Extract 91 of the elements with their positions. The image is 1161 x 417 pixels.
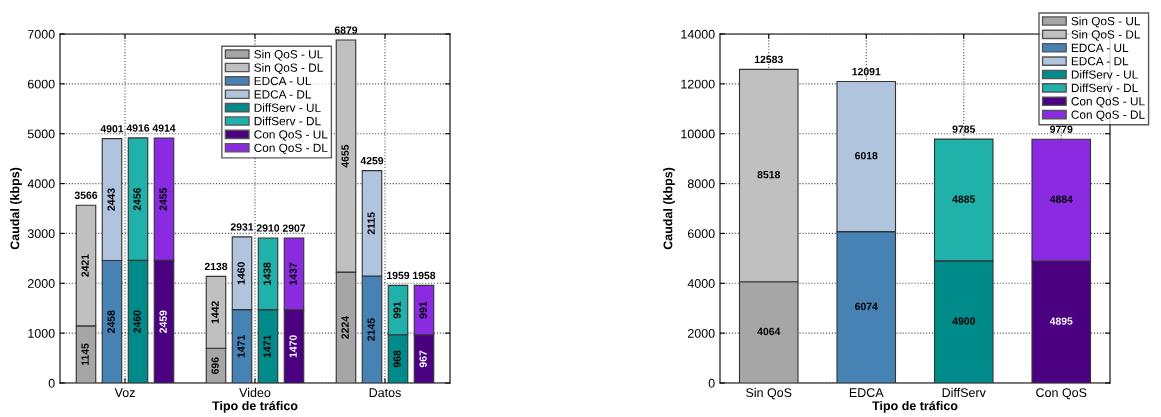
total-label: 6879 [334, 26, 358, 34]
data-label: 1471 [237, 335, 245, 358]
x-axis-title: Tipo de tráfico [212, 400, 298, 413]
legend-label: DiffServ - DL [1071, 83, 1138, 93]
total-label: 4916 [126, 124, 150, 132]
total-label: 12583 [754, 55, 783, 64]
y-tick-label: 4000 [27, 179, 55, 189]
x-tick-label: Con QoS [1036, 388, 1087, 400]
data-label: 6018 [855, 151, 878, 160]
data-label: 2115 [367, 212, 375, 235]
legend-label: EDCA - UL [1071, 43, 1129, 53]
total-label: 4914 [152, 124, 176, 132]
x-tick-label: Sin QoS [746, 387, 792, 400]
total-label: 2931 [230, 223, 254, 231]
legend-label: Con QoS - UL [254, 130, 328, 141]
data-label: 2224 [341, 316, 349, 339]
legend-label: DiffServ - DL [254, 116, 321, 126]
y-tick-label: 8000 [687, 179, 715, 189]
y-axis-title: Caudal (kbps) [10, 167, 22, 250]
x-tick-label: Video [239, 387, 271, 398]
legend-label: Con QoS - DL [1071, 110, 1145, 121]
data-label: 967 [419, 350, 427, 368]
y-tick-label: 0 [708, 378, 715, 388]
total-label: 1958 [413, 271, 436, 280]
data-label: 991 [393, 301, 401, 319]
data-label: 2455 [159, 187, 167, 211]
total-label: 2910 [256, 224, 280, 232]
total-label: 4259 [360, 156, 384, 165]
y-tick-label: 1000 [28, 328, 55, 338]
legend-label: EDCA - DL [254, 90, 312, 99]
legend-label: Con QoS - UL [1071, 97, 1145, 108]
legend-label: DiffServ - UL [254, 103, 321, 112]
y-tick-label: 6000 [27, 79, 55, 89]
data-label: 1442 [211, 301, 219, 324]
data-label: 2460 [133, 310, 141, 333]
total-label: 4901 [100, 125, 124, 133]
data-label: 1437 [289, 262, 297, 285]
total-label: 9785 [952, 125, 976, 133]
data-label: 6074 [855, 302, 878, 311]
data-label: 2456 [133, 187, 141, 211]
data-label: 696 [211, 357, 219, 374]
data-label: 2145 [367, 318, 375, 341]
data-label: 991 [419, 301, 427, 319]
x-tick-label: Voz [114, 388, 135, 398]
x-tick-label: DiffServ [942, 387, 986, 398]
legend-label: Sin QoS - DL [1071, 29, 1141, 41]
legend-label: EDCA - UL [254, 76, 312, 86]
data-label: 968 [393, 350, 401, 368]
legend-label: Sin QoS - UL [1071, 16, 1141, 28]
y-axis-title: Caudal (kbps) [663, 167, 675, 250]
y-tick-label: 14000 [681, 29, 715, 39]
data-label: 1470 [289, 335, 297, 358]
data-label: 1471 [263, 335, 271, 358]
y-tick-label: 3000 [27, 229, 55, 239]
total-label: 1959 [387, 271, 410, 280]
total-label: 2907 [282, 224, 306, 232]
y-tick-label: 6000 [687, 229, 715, 239]
data-label: 1145 [81, 343, 89, 366]
total-label: 2138 [204, 262, 228, 271]
y-tick-label: 2000 [27, 279, 55, 288]
data-label: 2459 [159, 310, 167, 333]
data-label: 4885 [952, 195, 976, 203]
x-tick-label: Datos [369, 388, 401, 398]
total-label: 9779 [1050, 125, 1073, 133]
data-label: 8518 [757, 170, 781, 179]
data-label: 2421 [81, 254, 89, 277]
y-tick-label: 4000 [687, 279, 715, 288]
legend-label: Con QoS - DL [254, 143, 328, 155]
data-label: 4655 [341, 144, 349, 168]
legend-label: Sin QoS - DL [254, 63, 323, 74]
y-tick-label: 5000 [27, 129, 55, 139]
legend-label: Sin QoS - UL [254, 49, 323, 61]
y-tick-label: 12000 [681, 79, 715, 89]
data-label: 4895 [1049, 317, 1073, 325]
total-label: 12091 [852, 67, 881, 76]
x-tick-label: EDCA [849, 388, 884, 398]
data-label: 4064 [757, 327, 781, 336]
total-label: 3566 [74, 191, 98, 199]
y-tick-label: 7000 [27, 29, 55, 39]
data-label: 4900 [952, 317, 975, 325]
y-tick-label: 2000 [687, 328, 715, 338]
data-label: 1460 [237, 262, 245, 285]
data-label: 4884 [1049, 195, 1073, 203]
x-axis-title: Tipo de tráfico [872, 400, 958, 413]
y-tick-label: 0 [48, 378, 55, 388]
data-label: 1438 [263, 262, 271, 285]
y-tick-label: 10000 [681, 129, 715, 139]
legend-label: DiffServ - UL [1071, 70, 1138, 79]
data-label: 2458 [107, 310, 115, 333]
data-label: 2443 [107, 188, 115, 211]
legend-label: EDCA - DL [1071, 57, 1129, 66]
